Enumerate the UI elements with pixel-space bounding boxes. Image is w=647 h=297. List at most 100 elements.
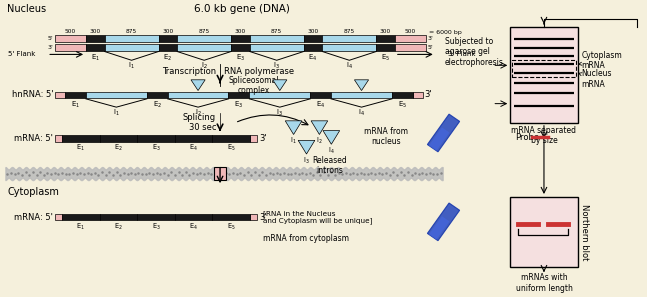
- Text: I$_2$: I$_2$: [195, 108, 201, 118]
- Text: 5': 5': [428, 45, 433, 50]
- Text: I$_1$: I$_1$: [291, 136, 297, 146]
- Text: Subjected to
agarose gel
electrophoresis: Subjected to agarose gel electrophoresis: [444, 37, 503, 67]
- Text: mRNA: 5': mRNA: 5': [14, 135, 53, 143]
- Text: E$_3$: E$_3$: [234, 99, 243, 110]
- Bar: [137, 214, 175, 220]
- Text: E$_5$: E$_5$: [226, 222, 236, 232]
- Bar: [105, 35, 159, 42]
- Text: Released
introns: Released introns: [312, 156, 347, 176]
- Text: 3': 3': [259, 213, 267, 222]
- Text: 875: 875: [344, 29, 355, 34]
- Polygon shape: [272, 80, 287, 91]
- Bar: [510, 27, 578, 123]
- Bar: [100, 214, 137, 220]
- Bar: [228, 91, 249, 98]
- Polygon shape: [191, 80, 205, 91]
- Text: I$_4$: I$_4$: [328, 146, 334, 156]
- Text: 5' Flank: 5' Flank: [8, 51, 35, 57]
- Text: E$_4$: E$_4$: [316, 99, 325, 110]
- Text: E$_2$: E$_2$: [114, 222, 123, 232]
- Bar: [322, 44, 377, 50]
- Text: [RNA in the Nucleus
and Cytoplasm will be unique]: [RNA in the Nucleus and Cytoplasm will b…: [263, 210, 372, 224]
- Text: 875: 875: [126, 29, 137, 34]
- Bar: [159, 35, 177, 42]
- Text: I$_4$: I$_4$: [345, 61, 353, 72]
- Text: I$_4$: I$_4$: [358, 108, 365, 118]
- Bar: [175, 214, 212, 220]
- Bar: [86, 35, 105, 42]
- Text: mRNA from cytoplasm: mRNA from cytoplasm: [263, 234, 349, 243]
- Text: E$_2$: E$_2$: [114, 143, 123, 154]
- Text: E$_2$: E$_2$: [153, 99, 162, 110]
- Bar: [212, 135, 250, 142]
- Text: E$_1$: E$_1$: [76, 143, 85, 154]
- Text: I$_2$: I$_2$: [316, 136, 323, 146]
- Bar: [55, 44, 86, 50]
- Bar: [510, 197, 578, 267]
- Polygon shape: [429, 216, 450, 240]
- Bar: [231, 44, 250, 50]
- Text: Northern blot: Northern blot: [580, 204, 589, 260]
- Bar: [55, 135, 62, 142]
- Text: 5': 5': [47, 36, 53, 41]
- Text: 875: 875: [271, 29, 282, 34]
- Bar: [214, 167, 226, 180]
- Text: E$_3$: E$_3$: [151, 222, 160, 232]
- Text: 500: 500: [65, 29, 76, 34]
- Text: mRNA: 5': mRNA: 5': [14, 213, 53, 222]
- Text: mRNA from
nucleus: mRNA from nucleus: [364, 127, 408, 146]
- Polygon shape: [285, 121, 302, 135]
- Text: I$_1$: I$_1$: [113, 108, 120, 118]
- Text: Transcription: Transcription: [162, 67, 216, 77]
- Text: 3': 3': [424, 91, 432, 99]
- Text: 500: 500: [404, 29, 416, 34]
- Text: Nucleus
mRNA: Nucleus mRNA: [578, 69, 612, 89]
- Bar: [168, 91, 228, 98]
- Text: I$_3$: I$_3$: [303, 156, 310, 166]
- Bar: [231, 35, 250, 42]
- Bar: [62, 135, 100, 142]
- Text: I$_2$: I$_2$: [201, 61, 208, 72]
- Bar: [303, 44, 322, 50]
- Text: 300: 300: [90, 29, 101, 34]
- Bar: [413, 91, 422, 98]
- Text: 875: 875: [199, 29, 210, 34]
- Bar: [55, 214, 62, 220]
- Text: hnRNA: 5': hnRNA: 5': [12, 91, 53, 99]
- Bar: [331, 91, 392, 98]
- Text: I$_1$: I$_1$: [128, 61, 135, 72]
- Polygon shape: [298, 140, 315, 154]
- Text: mRNAs with
uniform length: mRNAs with uniform length: [516, 273, 573, 293]
- Text: I$_3$: I$_3$: [276, 108, 283, 118]
- Bar: [177, 44, 231, 50]
- Text: Cytoplasm: Cytoplasm: [7, 187, 60, 197]
- Bar: [250, 44, 303, 50]
- Bar: [395, 44, 426, 50]
- Text: RNA polymerase: RNA polymerase: [224, 67, 294, 77]
- Bar: [303, 35, 322, 42]
- Text: E$_1$: E$_1$: [76, 222, 85, 232]
- Bar: [177, 35, 231, 42]
- Text: Splicing
30 sec: Splicing 30 sec: [183, 113, 216, 132]
- Text: Probe: Probe: [515, 133, 540, 142]
- Bar: [65, 91, 86, 98]
- Bar: [377, 44, 395, 50]
- Polygon shape: [323, 131, 340, 144]
- Bar: [250, 35, 303, 42]
- Bar: [147, 91, 168, 98]
- Bar: [310, 91, 331, 98]
- Bar: [62, 214, 100, 220]
- Text: mRNA separated
by size: mRNA separated by size: [512, 126, 576, 145]
- Text: E$_2$: E$_2$: [163, 53, 172, 63]
- Text: 300: 300: [162, 29, 173, 34]
- Polygon shape: [355, 80, 369, 91]
- Bar: [322, 35, 377, 42]
- Text: 3': 3': [47, 45, 53, 50]
- Text: Nucleus: Nucleus: [7, 4, 47, 14]
- Bar: [86, 91, 147, 98]
- Text: 3': 3': [428, 36, 433, 41]
- Polygon shape: [429, 127, 450, 151]
- Bar: [395, 35, 426, 42]
- Text: E$_1$: E$_1$: [71, 99, 80, 110]
- Bar: [377, 35, 395, 42]
